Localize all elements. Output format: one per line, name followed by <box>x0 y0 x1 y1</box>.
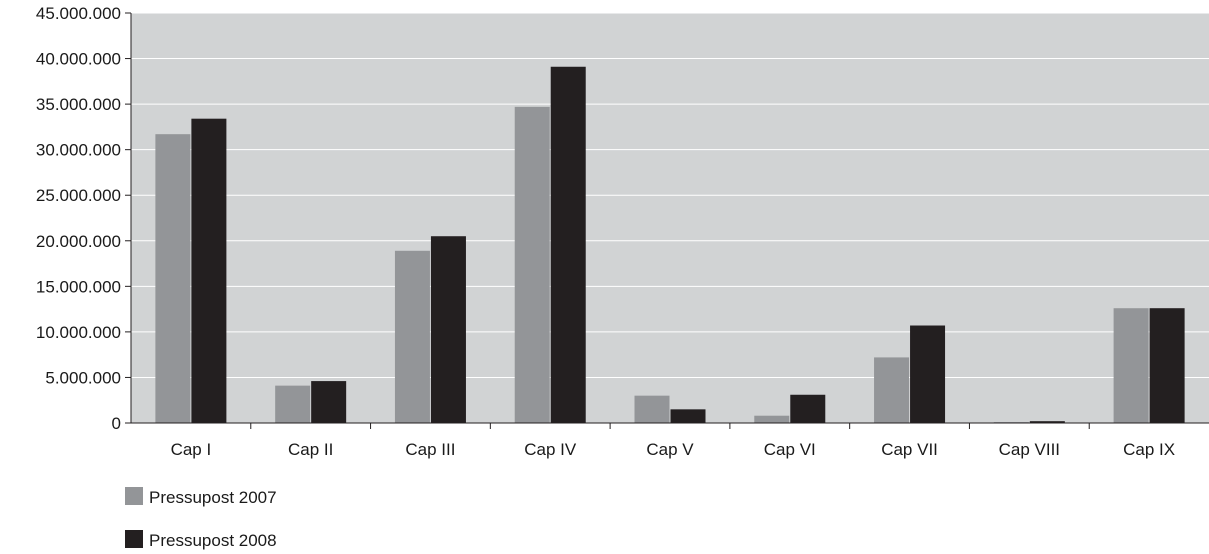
x-tick-label: Cap IV <box>524 440 577 459</box>
x-tick-label: Cap III <box>405 440 455 459</box>
bar-pressupost-2007-cap-vi <box>754 415 790 423</box>
bar-pressupost-2008-cap-i <box>191 118 227 423</box>
y-tick-label: 40.000.000 <box>36 50 121 69</box>
bar-pressupost-2007-cap-ix <box>1113 308 1149 423</box>
plot-area <box>131 13 1209 423</box>
x-tick-label: Cap IX <box>1123 440 1175 459</box>
bars <box>155 66 1185 423</box>
legend-swatch <box>125 530 143 548</box>
bar-pressupost-2007-cap-v <box>634 395 670 423</box>
bar-pressupost-2008-cap-v <box>670 409 706 423</box>
y-tick-label: 0 <box>112 414 121 433</box>
y-tick-label: 20.000.000 <box>36 232 121 251</box>
bar-pressupost-2008-cap-vi <box>790 394 826 423</box>
bar-pressupost-2007-cap-iii <box>394 250 430 423</box>
x-tick-labels: Cap I Cap II Cap III Cap IV Cap V Cap VI Cap V… <box>171 440 1176 459</box>
x-tick-label: Cap VIII <box>999 440 1060 459</box>
bar-pressupost-2007-cap-i <box>155 134 191 423</box>
bar-pressupost-2007-cap-ii <box>275 385 311 423</box>
bar-pressupost-2008-cap-iii <box>430 236 466 423</box>
legend-label: Pressupost 2007 <box>149 488 277 507</box>
bar-pressupost-2008-cap-ii <box>311 381 347 423</box>
bar-pressupost-2007-cap-iv <box>514 106 550 423</box>
bar-pressupost-2008-cap-vii <box>910 325 946 423</box>
x-tick-label: Cap V <box>646 440 694 459</box>
y-tick-label: 35.000.000 <box>36 95 121 114</box>
legend: Pressupost 2007 Pressupost 2008 <box>125 487 277 550</box>
axes <box>125 12 1209 429</box>
y-tick-label: 25.000.000 <box>36 186 121 205</box>
y-tick-labels: 0 5.000.000 10.000.000 15.000.000 20.000.000… <box>36 4 121 433</box>
y-tick-label: 10.000.000 <box>36 323 121 342</box>
x-tick-label: Cap I <box>171 440 212 459</box>
y-tick-label: 15.000.000 <box>36 277 121 296</box>
bar-pressupost-2008-cap-iv <box>550 66 586 423</box>
y-tick-label: 45.000.000 <box>36 4 121 23</box>
legend-swatch <box>125 487 143 505</box>
gridlines <box>131 12 1209 378</box>
x-tick-label: Cap II <box>288 440 333 459</box>
bar-pressupost-2008-cap-viii <box>1029 421 1065 423</box>
bar-pressupost-2007-cap-vii <box>874 357 910 423</box>
y-tick-label: 5.000.000 <box>45 368 121 387</box>
x-tick-label: Cap VI <box>764 440 816 459</box>
x-tick-label: Cap VII <box>881 440 938 459</box>
legend-label: Pressupost 2008 <box>149 531 277 550</box>
y-tick-label: 30.000.000 <box>36 141 121 160</box>
bar-pressupost-2008-cap-ix <box>1149 308 1185 423</box>
